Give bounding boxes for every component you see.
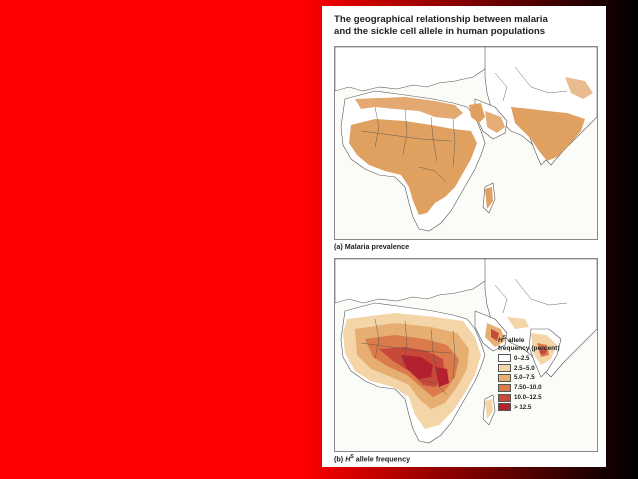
- country-borders-b: [360, 278, 568, 396]
- legend-label: 2.5–5.0: [514, 364, 535, 372]
- legend-title-suffix: allele: [506, 337, 525, 345]
- malaria-prevalence-map: [334, 46, 598, 240]
- malaria-map-svg: [335, 47, 597, 232]
- legend-title-line-1: HS allele: [498, 334, 594, 345]
- legend-title-superscript: S: [502, 335, 507, 341]
- figure-title-line-1: The geographical relationship between ma…: [334, 14, 548, 25]
- figure-title-line-2: and the sickle cell allele in human popu…: [334, 26, 546, 37]
- legend-label: > 12.5: [514, 403, 532, 411]
- caption-symbol: H: [345, 454, 351, 464]
- figure-title: The geographical relationship between ma…: [334, 14, 596, 38]
- textbook-figure: The geographical relationship between ma…: [322, 6, 606, 467]
- country-borders: [360, 66, 568, 184]
- allele-map-caption: (b) HS allele frequency: [334, 454, 410, 463]
- legend-item: 10.0–12.5: [498, 393, 594, 402]
- legend-label: 10.0–12.5: [514, 394, 542, 401]
- malaria-map-caption: (a) Malaria prevalence: [334, 242, 410, 251]
- legend-swatch: [498, 354, 511, 363]
- legend-rows: 0–2.5 2.5–5.0 5.0–7.5 7.50–10.0 10.0–12.5 > 1…: [498, 354, 594, 412]
- malaria-zones: [349, 77, 593, 215]
- allele-map-svg: [335, 259, 597, 444]
- legend-item: 7.50–10.0: [498, 383, 594, 392]
- legend-swatch: [498, 393, 511, 402]
- caption-prefix: (b): [334, 454, 346, 464]
- europe-landmass-b: [335, 259, 496, 304]
- legend-swatch: [498, 364, 511, 373]
- legend-item: 0–2.5: [498, 354, 594, 363]
- legend-label: 0–2.5: [514, 354, 530, 362]
- allele-frequency-zones: [343, 313, 557, 429]
- europe-landmass: [335, 47, 496, 92]
- allele-frequency-legend: HS allele frequency (percent) 0–2.5 2.5–5…: [498, 334, 594, 412]
- legend-label: 5.0–7.5: [514, 374, 535, 382]
- legend-swatch: [498, 373, 511, 382]
- caption-suffix: allele frequency: [353, 454, 411, 464]
- legend-label: 7.50–10.0: [514, 384, 542, 392]
- legend-swatch: [498, 403, 511, 412]
- legend-item: 2.5–5.0: [498, 364, 594, 373]
- legend-swatch: [498, 383, 511, 392]
- legend-title-line-2: frequency (percent): [498, 345, 560, 353]
- legend-title-symbol: H: [498, 337, 503, 345]
- legend-item: > 12.5: [498, 403, 594, 412]
- legend-item: 5.0–7.5: [498, 373, 594, 382]
- sickle-cell-allele-map: [334, 258, 598, 452]
- legend-title: HS allele frequency (percent): [498, 334, 594, 353]
- caption-superscript: S: [350, 454, 354, 460]
